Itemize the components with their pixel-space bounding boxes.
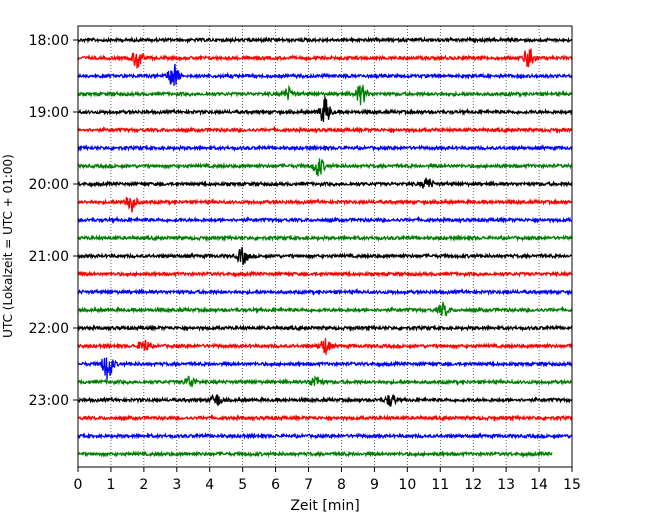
trace-2230 [77,357,573,381]
x-tick-label: 10 [398,477,416,493]
x-tick-label: 12 [464,477,482,493]
trace-2345 [77,450,553,458]
plot-area [77,25,573,468]
y-tick-label: 22:00 [29,321,69,337]
trace-2015 [77,196,573,213]
x-tick-label: 6 [271,477,280,493]
y-tick-label: 19:00 [29,105,69,121]
trace-2215 [77,338,573,355]
x-tick-label: 4 [205,477,214,493]
x-tick-label: 13 [497,477,515,493]
trace-1845 [77,84,573,106]
x-tick-label: 7 [304,477,313,493]
trace-1800 [77,35,573,45]
x-tick-label: 5 [238,477,247,493]
y-axis: 18:00 19:00 20:00 21:00 22:00 23:00 [29,33,78,409]
trace-2245 [77,374,573,388]
trace-2030 [77,215,573,225]
y-axis-label: UTC (Lokalzeit = UTC + 01:00) [1,154,15,338]
x-tick-label: 8 [337,477,346,493]
x-tick-label: 9 [370,477,379,493]
trace-2000 [77,177,573,189]
trace-1815 [77,48,573,69]
trace-2330 [77,431,573,441]
trace-1915 [77,125,573,134]
y-tick-label: 18:00 [29,33,69,49]
trace-2100 [77,247,573,265]
trace-2300 [77,393,573,407]
trace-2200 [77,323,573,333]
y-tick-label: 21:00 [29,249,69,265]
x-tick-label: 15 [563,477,581,493]
trace-2145 [77,300,573,317]
trace-1900 [77,96,573,122]
x-axis: 0 1 2 3 4 5 6 7 8 9 10 11 12 13 14 15 [74,467,581,493]
trace-2045 [77,233,573,243]
x-tick-label: 0 [74,477,83,493]
x-tick-label: 2 [139,477,148,493]
x-tick-label: 1 [106,477,115,493]
trace-1830 [77,63,573,86]
trace-2115 [77,270,573,278]
x-tick-label: 14 [530,477,548,493]
trace-1945 [77,158,573,177]
trace-2130 [77,287,573,297]
y-tick-label: 20:00 [29,177,69,193]
x-tick-label: 11 [431,477,449,493]
x-tick-label: 3 [172,477,181,493]
trace-2315 [77,413,573,422]
trace-1930 [77,143,573,153]
y-tick-label: 23:00 [29,393,69,409]
plot-frame [77,25,573,468]
x-axis-label: Zeit [min] [290,498,359,514]
